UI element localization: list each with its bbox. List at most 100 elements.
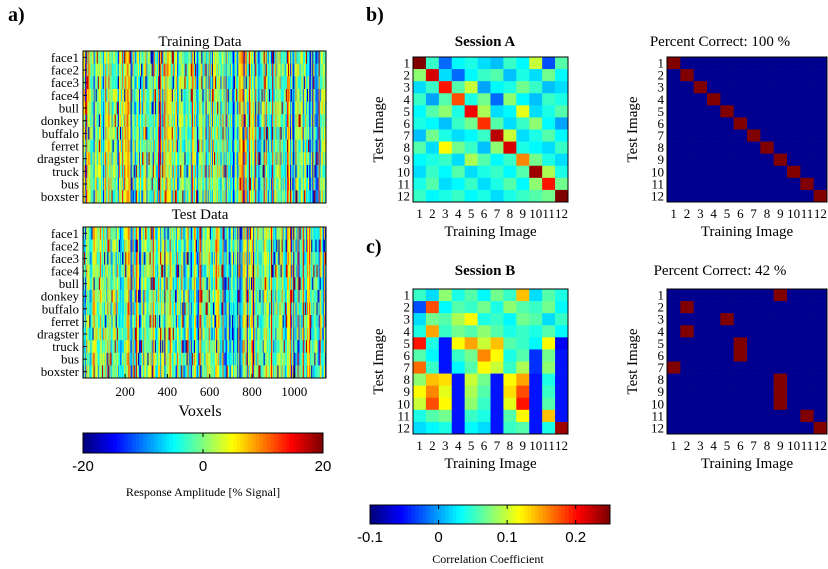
heatmap-cell xyxy=(104,227,106,240)
heatmap-cell xyxy=(172,101,175,115)
heatmap-cell xyxy=(95,152,98,166)
heatmap-cell xyxy=(92,227,94,240)
heatmap-cell xyxy=(171,139,174,153)
heatmap-cell xyxy=(249,315,252,328)
heatmap-cell xyxy=(142,177,144,191)
heatmap-cell xyxy=(163,152,165,166)
heatmap-cell xyxy=(306,114,309,128)
heatmap-cell xyxy=(199,51,201,64)
heatmap-cell xyxy=(106,264,108,278)
heatmap-cell xyxy=(159,289,161,303)
heatmap-cell xyxy=(107,340,109,354)
heatmap-cell xyxy=(99,114,102,128)
heatmap-cell xyxy=(293,227,295,240)
heatmap-cell xyxy=(92,127,94,140)
heatmap-cell xyxy=(249,177,252,191)
heatmap-cell xyxy=(96,114,99,128)
heatmap-cell xyxy=(177,277,179,291)
heatmap-cell xyxy=(111,165,113,178)
heatmap-cell xyxy=(97,315,100,328)
heatmap-cell xyxy=(287,315,290,328)
heatmap-cell xyxy=(304,289,307,303)
heatmap-cell xyxy=(311,63,313,77)
heatmap-cell xyxy=(254,277,256,291)
heatmap-cell xyxy=(161,152,163,166)
heatmap-cell xyxy=(163,327,165,341)
heatmap-cell xyxy=(121,327,123,341)
heatmap-cell xyxy=(127,63,129,77)
heatmap-cell xyxy=(302,63,305,77)
heatmap-cell xyxy=(161,127,163,140)
heatmap-cell xyxy=(274,252,276,266)
heatmap-cell xyxy=(244,227,247,240)
heatmap-cell xyxy=(283,227,286,240)
heatmap-cell xyxy=(177,114,179,128)
heatmap-cell xyxy=(93,76,96,90)
heatmap-cell xyxy=(107,302,109,316)
heatmap-cell xyxy=(210,114,213,128)
heatmap-cell xyxy=(93,139,96,153)
heatmap-cell xyxy=(219,302,221,316)
heatmap-cell xyxy=(118,327,121,341)
heatmap-cell xyxy=(159,177,161,191)
heatmap-cell xyxy=(170,227,173,240)
heatmap-cell xyxy=(166,165,168,178)
heatmap-cell xyxy=(203,239,205,253)
heatmap-cell xyxy=(87,327,89,341)
heatmap-cell xyxy=(263,89,266,102)
heatmap-cell xyxy=(146,277,148,291)
heatmap-cell xyxy=(152,302,155,316)
heatmap-cell xyxy=(135,315,138,328)
heatmap-cell xyxy=(110,302,112,316)
heatmap-cell xyxy=(171,239,174,253)
heatmap-cell xyxy=(172,264,175,278)
heatmap-cell xyxy=(133,63,136,77)
heatmap-cell xyxy=(170,114,173,128)
heatmap-cell xyxy=(284,139,287,153)
heatmap-cell xyxy=(147,63,149,77)
heatmap-cell xyxy=(321,177,324,191)
heatmap-cell xyxy=(183,89,185,102)
heatmap-cell xyxy=(97,264,100,278)
heatmap-cell xyxy=(215,239,217,253)
heatmap-cell xyxy=(134,239,137,253)
heatmap-cell xyxy=(194,302,197,316)
heatmap-cell xyxy=(205,227,208,240)
heatmap-cell xyxy=(156,152,159,166)
heatmap-cell xyxy=(273,264,275,278)
heatmap-cell xyxy=(315,177,317,191)
heatmap-cell xyxy=(169,152,172,166)
heatmap-cell xyxy=(198,101,200,115)
heatmap-cell xyxy=(242,177,244,191)
heatmap-cell xyxy=(147,327,149,341)
heatmap-cell xyxy=(165,302,167,316)
heatmap-cell xyxy=(155,264,158,278)
heatmap-cell xyxy=(237,277,239,291)
heatmap-cell xyxy=(311,227,313,240)
heatmap-cell xyxy=(259,63,261,77)
heatmap-cell xyxy=(291,101,293,115)
heatmap-cell xyxy=(225,165,228,178)
heatmap-cell xyxy=(92,89,94,102)
heatmap-cell xyxy=(239,63,241,77)
heatmap-cell xyxy=(165,340,167,354)
heatmap-cell xyxy=(162,63,164,77)
heatmap-cell xyxy=(218,315,220,328)
heatmap-cell xyxy=(100,165,103,178)
heatmap-cell xyxy=(234,152,236,166)
heatmap-cell xyxy=(219,101,221,115)
heatmap-cell xyxy=(227,277,230,291)
heatmap-cell xyxy=(210,289,213,303)
heatmap-cell xyxy=(201,177,203,191)
heatmap-cell xyxy=(150,152,153,166)
heatmap-cell xyxy=(114,101,117,115)
heatmap-cell xyxy=(283,101,286,115)
heatmap-cell xyxy=(125,101,127,115)
heatmap-cell xyxy=(107,152,109,166)
heatmap-cell xyxy=(146,252,148,266)
heatmap-cell xyxy=(180,101,182,115)
heatmap-cell xyxy=(180,227,182,240)
heatmap-cell xyxy=(233,252,235,266)
heatmap-cell xyxy=(313,327,315,341)
heatmap-cell xyxy=(262,51,265,64)
